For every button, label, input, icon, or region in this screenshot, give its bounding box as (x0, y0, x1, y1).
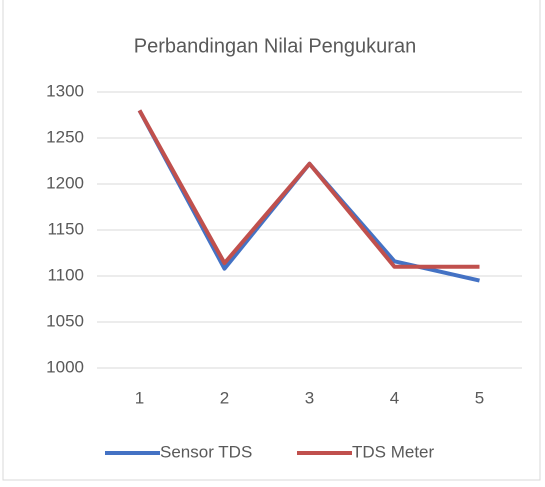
y-tick-label: 1100 (47, 265, 84, 284)
x-tick-label: 3 (305, 388, 314, 407)
legend-label: TDS Meter (352, 442, 435, 461)
y-tick-label: 1150 (47, 219, 84, 238)
y-tick-label: 1200 (46, 173, 84, 192)
series-line (137, 109, 480, 283)
y-tick-label: 1300 (46, 81, 84, 100)
legend-label: Sensor TDS (160, 442, 252, 461)
x-tick-label: 2 (220, 388, 229, 407)
x-tick-label: 4 (390, 388, 399, 407)
x-tick-label: 1 (135, 388, 144, 407)
series-line (137, 109, 480, 269)
chart-title: Perbandingan Nilai Pengukuran (134, 35, 416, 57)
y-tick-label: 1250 (46, 127, 84, 146)
chart-border (2, 0, 541, 481)
x-tick-label: 5 (475, 388, 484, 407)
y-tick-label: 1000 (46, 357, 84, 376)
y-tick-label: 1050 (46, 311, 84, 330)
